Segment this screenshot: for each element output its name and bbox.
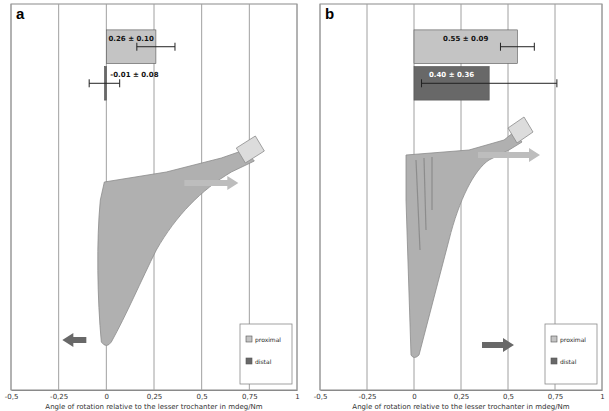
x-tick-label: 0,5	[197, 393, 208, 401]
grid-line	[602, 4, 603, 390]
x-tick: 1	[600, 390, 604, 401]
x-axis-line	[321, 390, 603, 391]
grid-line	[58, 4, 59, 390]
bars	[414, 30, 557, 100]
x-axis: -0,5 -0,25 0 0,25 0,5 0,75 1	[5, 390, 300, 401]
stem-illustration	[406, 117, 540, 358]
data-label: 0.26 ± 0.10	[108, 35, 153, 43]
error-bar-cap	[136, 43, 137, 51]
legend-swatch	[246, 358, 252, 364]
x-tick-label: 1	[600, 393, 604, 401]
grid-line	[320, 4, 321, 390]
x-tick: 1	[295, 390, 299, 401]
stem-body	[98, 150, 255, 346]
bars	[89, 30, 175, 100]
error-bar-cap	[119, 79, 120, 87]
data-label: 0.55 ± 0.09	[443, 35, 488, 43]
plot-frame	[11, 4, 297, 390]
grid	[11, 4, 297, 390]
data-label: 0.40 ± 0.36	[429, 71, 474, 79]
stem-flute	[424, 158, 426, 230]
legend-label: distal	[560, 358, 577, 365]
error-bar	[89, 79, 120, 87]
x-tick: -0,25	[358, 390, 376, 401]
error-bar-line	[137, 46, 175, 47]
direction-arrow	[478, 148, 540, 162]
stem-head	[508, 117, 533, 143]
x-tick-label: 0,5	[503, 393, 514, 401]
error-bar-cap	[174, 43, 175, 51]
x-tick: -0,5	[5, 390, 19, 401]
stem-flute	[416, 160, 420, 250]
panel-title: a	[16, 5, 25, 22]
panel: 0.26 ± 0.10 -0.01 ± 0.08 -0,5 -0,25 0 0,25 0,5…	[5, 4, 300, 411]
error-bar	[500, 43, 534, 51]
x-tick-label: 0,25	[454, 393, 470, 401]
data-labels: 0.26 ± 0.10 -0.01 ± 0.08	[108, 35, 158, 80]
direction-arrow	[62, 333, 86, 347]
x-tick: 0	[412, 390, 416, 401]
x-tick: 0,25	[454, 390, 470, 401]
x-tick: 0	[105, 390, 109, 401]
x-tick-label: -0,25	[50, 393, 68, 401]
data-labels: 0.55 ± 0.09 0.40 ± 0.36	[429, 35, 489, 80]
legend-label: proximal	[560, 336, 586, 344]
x-tick: -0,25	[50, 390, 68, 401]
panel-title: b	[325, 5, 334, 22]
x-tick-label: 0	[412, 393, 416, 401]
grid	[320, 4, 602, 390]
error-bar-line	[422, 83, 557, 84]
grid-line	[11, 4, 12, 390]
legend-swatch	[551, 358, 557, 364]
x-tick-label: -0,5	[314, 393, 328, 401]
x-tick-label: 0,75	[242, 393, 258, 401]
x-tick: 0,75	[242, 390, 258, 401]
legend: proximal distal	[545, 324, 597, 384]
stem-body	[406, 132, 522, 358]
x-tick-label: 0,75	[548, 393, 564, 401]
grid-line	[297, 4, 298, 390]
x-tick: -0,5	[314, 390, 328, 401]
legend-box	[240, 324, 292, 384]
x-tick-label: -0,5	[5, 393, 19, 401]
error-bar-cap	[500, 43, 501, 51]
plot-frame	[320, 4, 602, 390]
stem-head	[236, 136, 264, 163]
legend-label: proximal	[255, 336, 281, 344]
x-tick-label: 1	[295, 393, 299, 401]
error-bar-line	[89, 83, 120, 84]
stem-flute	[431, 157, 432, 210]
legend: proximal distal	[240, 324, 292, 384]
error-bar-line	[500, 46, 534, 47]
x-axis-title: Angle of rotation relative to the lesser…	[352, 403, 569, 411]
grid-line	[367, 4, 368, 390]
x-tick-label: -0,25	[358, 393, 376, 401]
x-axis-title: Angle of rotation relative to the lesser…	[45, 403, 262, 411]
error-bar-cap	[556, 79, 557, 87]
error-bar-cap	[89, 79, 90, 87]
x-axis: -0,5 -0,25 0 0,25 0,5 0,75 1	[314, 390, 605, 401]
legend-swatch	[551, 336, 557, 342]
legend-box	[545, 324, 597, 384]
x-tick-label: 0	[105, 393, 109, 401]
legend-swatch	[246, 336, 252, 342]
data-label: -0.01 ± 0.08	[110, 71, 158, 79]
x-tick: 0,75	[548, 390, 564, 401]
legend-label: distal	[255, 358, 272, 365]
x-tick: 0,25	[147, 390, 163, 401]
x-tick: 0,5	[197, 390, 208, 401]
error-bar-cap	[421, 79, 422, 87]
panel: 0.55 ± 0.09 0.40 ± 0.36 -0,5 -0,25 0 0,25 0,5 0…	[314, 4, 605, 411]
grid-line	[201, 4, 202, 390]
x-tick-label: 0,25	[147, 393, 163, 401]
direction-arrow	[482, 338, 514, 352]
direction-arrow	[184, 176, 238, 190]
error-bar	[137, 43, 175, 51]
x-tick: 0,5	[503, 390, 514, 401]
error-bar-cap	[534, 43, 535, 51]
x-axis-line	[12, 390, 298, 391]
error-bar	[422, 79, 557, 87]
stem-illustration	[62, 136, 264, 347]
